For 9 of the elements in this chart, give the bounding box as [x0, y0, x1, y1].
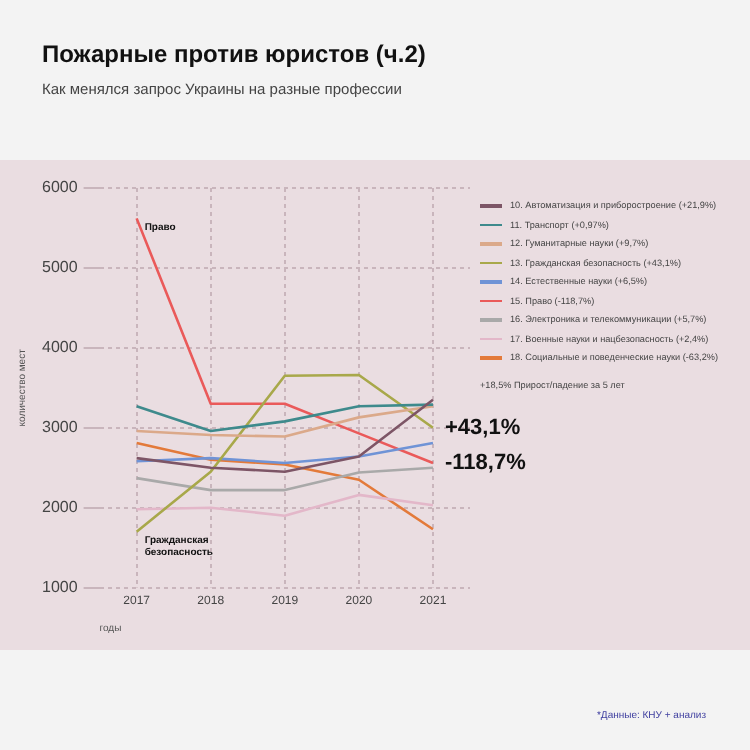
y-tick-label: 4000: [42, 338, 79, 357]
y-tick-label: 1000: [42, 578, 79, 597]
y-tick-label: 6000: [42, 178, 79, 197]
chart-title: Пожарные против юристов (ч.2): [42, 40, 426, 68]
y-tick-label: 5000: [42, 258, 79, 277]
annotation: -118,7%: [444, 450, 527, 475]
y-tick-label: 2000: [42, 498, 79, 517]
annotation: +43,1%: [444, 415, 521, 440]
y-tick-label: 3000: [42, 418, 79, 437]
